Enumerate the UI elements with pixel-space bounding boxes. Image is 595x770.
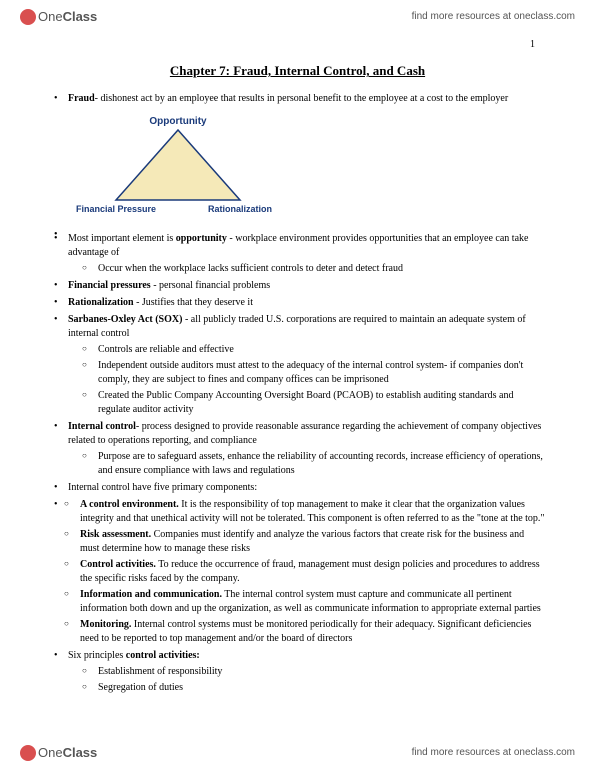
term-ca: Control activities. (80, 559, 156, 570)
comp-info-comm: Information and communication. The inter… (50, 588, 545, 616)
content: Fraud- dishonest act by an employee that… (0, 92, 595, 695)
ic-sub1: Purpose are to safeguard assets, enhance… (68, 450, 545, 478)
bullet-financial-pressures: Financial pressures - personal financial… (50, 279, 545, 293)
page-number: 1 (0, 30, 595, 56)
triangle-left-label: Financial Pressure (76, 204, 156, 214)
footer-logo-class: Class (63, 745, 98, 760)
header-link[interactable]: find more resources at oneclass.com (412, 10, 575, 24)
term-mon: Monitoring. (80, 619, 131, 630)
six-sub1: Establishment of responsibility (68, 665, 545, 679)
triangle-top-label: Opportunity (149, 116, 207, 127)
bullet-internal-control: Internal control- process designed to pr… (50, 420, 545, 478)
fraud-triangle: Opportunity Financial Pressure Rationali… (68, 112, 545, 222)
bullet-sox: Sarbanes-Oxley Act (SOX) - all publicly … (50, 313, 545, 417)
footer-logo-text: OneClass (38, 744, 97, 762)
footer-logo: OneClass (20, 744, 97, 762)
def-mon: Internal control systems must be monitor… (80, 619, 531, 644)
logo: OneClass (20, 8, 97, 26)
footer-logo-one: One (38, 745, 63, 760)
logo-text: OneClass (38, 8, 97, 26)
opp-pre: Most important element is (68, 233, 176, 244)
term-ce: A control environment. (80, 499, 179, 510)
six-sub2: Segregation of duties (68, 681, 545, 695)
def-fp: - personal financial problems (151, 280, 270, 291)
bullet-fraud: Fraud- dishonest act by an employee that… (50, 92, 545, 106)
opp-sub1: Occur when the workplace lacks sufficien… (68, 262, 545, 276)
footer-logo-icon (20, 745, 36, 761)
bullet-six-principles: Six principles control activities: Estab… (50, 649, 545, 695)
logo-class: Class (63, 9, 98, 24)
term-fraud: Fraud (68, 93, 95, 104)
comp-control-activities: Control activities. To reduce the occurr… (50, 558, 545, 586)
six-pre: Six principles (68, 650, 126, 661)
term-ic: Internal control (68, 421, 136, 432)
footer: OneClass find more resources at oneclass… (0, 736, 595, 770)
comp-risk-assessment: Risk assessment. Companies must identify… (50, 528, 545, 556)
term-info: Information and communication. (80, 589, 222, 600)
triangle-right-label: Rationalization (208, 204, 272, 214)
sox-sub3: Created the Public Company Accounting Ov… (68, 389, 545, 417)
def-ic: - process designed to provide reasonable… (68, 421, 541, 446)
term-ra: Risk assessment. (80, 529, 151, 540)
logo-one: One (38, 9, 63, 24)
comp-control-env: A control environment. It is the respons… (50, 498, 545, 526)
def-fraud: - dishonest act by an employee that resu… (95, 93, 509, 104)
bullet-five-components: Internal control have five primary compo… (50, 481, 545, 495)
footer-link[interactable]: find more resources at oneclass.com (412, 746, 575, 760)
bullet-rationalization: Rationalization - Justifies that they de… (50, 296, 545, 310)
bullet-triangle-spacer (50, 228, 545, 229)
term-rat: Rationalization (68, 297, 134, 308)
comp-monitoring: Monitoring. Internal control systems mus… (50, 618, 545, 646)
term-fp: Financial pressures (68, 280, 151, 291)
five-components-list: A control environment. It is the respons… (50, 498, 545, 646)
header: OneClass find more resources at oneclass… (0, 0, 595, 30)
def-rat: - Justifies that they deserve it (134, 297, 253, 308)
bullet-opportunity: Most important element is opportunity - … (50, 232, 545, 276)
logo-icon (20, 9, 36, 25)
term-opportunity: opportunity (176, 233, 227, 244)
sox-sub2: Independent outside auditors must attest… (68, 359, 545, 387)
page-title: Chapter 7: Fraud, Internal Control, and … (0, 62, 595, 80)
sox-sub1: Controls are reliable and effective (68, 343, 545, 357)
term-six: control activities: (126, 650, 200, 661)
term-sox: Sarbanes-Oxley Act (SOX) (68, 314, 182, 325)
